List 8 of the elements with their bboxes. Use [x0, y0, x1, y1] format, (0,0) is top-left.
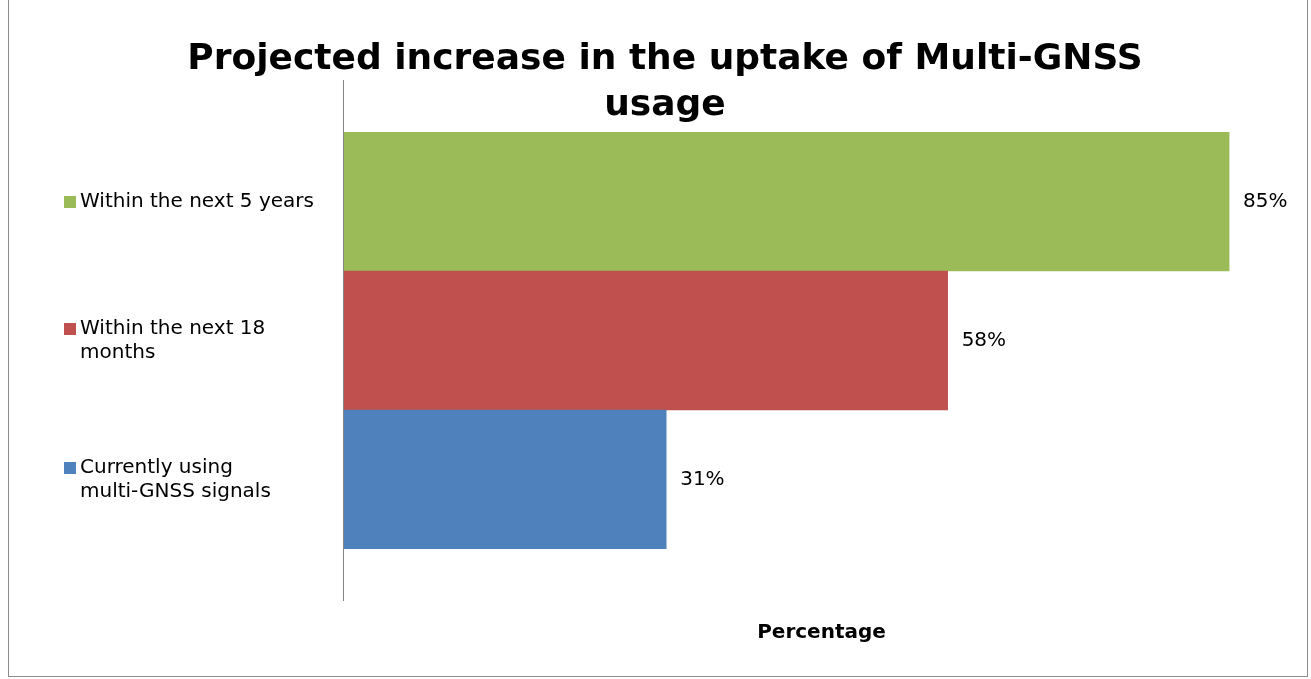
y-tick-label: Within the next 5 years	[80, 187, 314, 212]
x-axis-title: Percentage	[757, 619, 886, 644]
data-label: 31%	[680, 465, 725, 490]
y-tick-label: Currently using multi-GNSS signals	[80, 453, 271, 502]
chart-title: Projected increase in the uptake of Multi-GNSS usage	[186, 35, 1144, 125]
y-tick-label: Within the next 18 months	[80, 314, 266, 363]
data-label: 58%	[961, 326, 1007, 351]
data-label: 85%	[1243, 187, 1288, 212]
